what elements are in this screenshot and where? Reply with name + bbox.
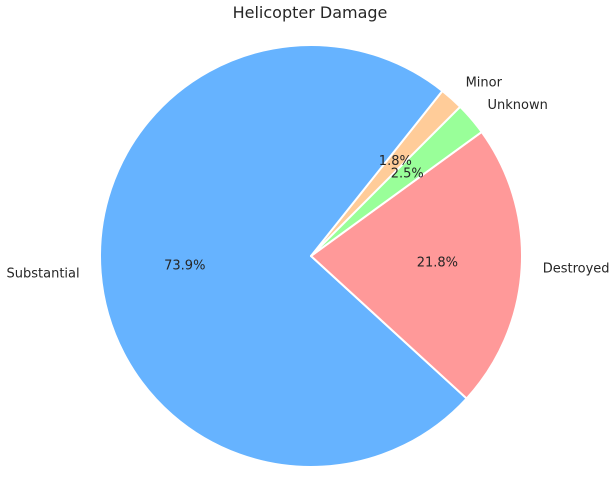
- slice-label-unknown: Unknown: [487, 98, 547, 113]
- slice-label-substantial: Substantial: [7, 267, 80, 282]
- chart-title: Helicopter Damage: [233, 3, 388, 22]
- slice-substantial: [99, 44, 468, 468]
- pct-label-unknown: 2.5%: [391, 166, 424, 181]
- slice-label-minor: Minor: [466, 75, 503, 90]
- pct-label-minor: 1.8%: [379, 154, 412, 169]
- slice-unknown: [310, 105, 483, 257]
- pie-slices: [99, 44, 524, 468]
- pie-labels: Minor 1.8% Substantial 73.9% Destroyed 21.8% U…: [7, 75, 610, 281]
- slice-destroyed: [310, 130, 524, 400]
- pct-label-destroyed: 21.8%: [417, 256, 458, 271]
- slice-label-destroyed: Destroyed: [543, 262, 610, 277]
- pct-label-substantial: 73.9%: [164, 258, 205, 273]
